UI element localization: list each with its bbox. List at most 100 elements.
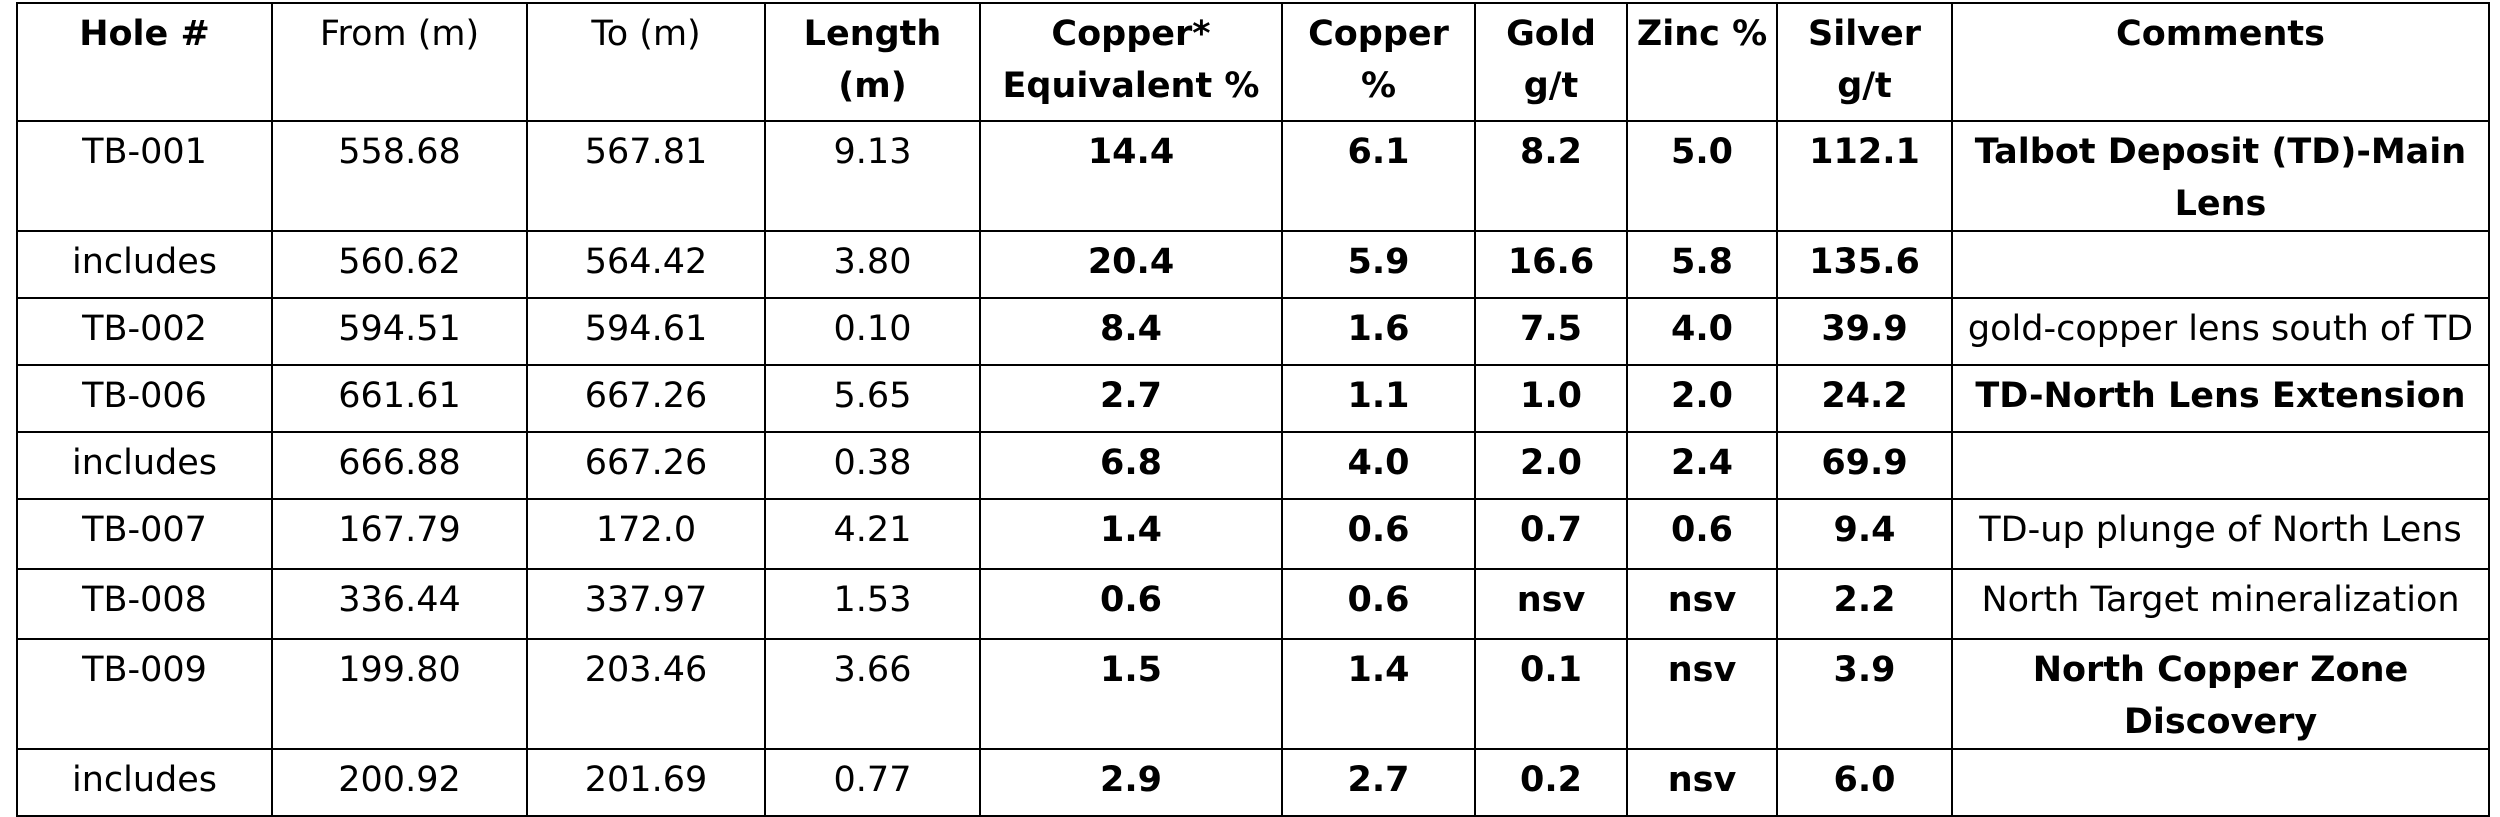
cell-to: 203.46 <box>526 638 766 750</box>
cell-copper: 1.4 <box>1281 638 1476 750</box>
cell-from: 199.80 <box>271 638 528 750</box>
cell-to: 567.81 <box>526 120 766 232</box>
table-row: TB-008 336.44 337.97 1.53 0.6 0.6 nsv ns… <box>16 568 2490 640</box>
cell-from: 666.88 <box>271 431 528 500</box>
cell-to: 201.69 <box>526 748 766 817</box>
cell-zinc: nsv <box>1626 638 1778 750</box>
cell-zinc: nsv <box>1626 748 1778 817</box>
cell-length: 4.21 <box>764 498 981 570</box>
cell-comment: North Target mineralization <box>1951 568 2490 640</box>
cell-from: 200.92 <box>271 748 528 817</box>
cell-silver: 112.1 <box>1776 120 1953 232</box>
header-copper-equivalent: Copper* Equivalent % <box>979 2 1283 122</box>
cell-zinc: 5.0 <box>1626 120 1778 232</box>
cell-zinc: 2.4 <box>1626 431 1778 500</box>
cell-length: 3.80 <box>764 230 981 299</box>
header-length: Length (m) <box>764 2 981 122</box>
cell-gold: 8.2 <box>1474 120 1628 232</box>
cell-length: 0.38 <box>764 431 981 500</box>
cell-zinc: 4.0 <box>1626 297 1778 366</box>
cell-copper-equivalent: 6.8 <box>979 431 1283 500</box>
cell-length: 5.65 <box>764 364 981 433</box>
cell-to: 564.42 <box>526 230 766 299</box>
cell-comment <box>1951 431 2490 500</box>
cell-zinc: 2.0 <box>1626 364 1778 433</box>
cell-silver: 39.9 <box>1776 297 1953 366</box>
cell-length: 3.66 <box>764 638 981 750</box>
cell-copper-equivalent: 2.9 <box>979 748 1283 817</box>
cell-hole: TB-007 <box>16 498 273 570</box>
header-hole: Hole # <box>16 2 273 122</box>
cell-from: 167.79 <box>271 498 528 570</box>
cell-hole: includes <box>16 748 273 817</box>
cell-copper: 0.6 <box>1281 568 1476 640</box>
cell-silver: 9.4 <box>1776 498 1953 570</box>
cell-hole: includes <box>16 230 273 299</box>
table-row: TB-006 661.61 667.26 5.65 2.7 1.1 1.0 2.… <box>16 364 2490 433</box>
cell-to: 594.61 <box>526 297 766 366</box>
cell-silver: 2.2 <box>1776 568 1953 640</box>
cell-hole: TB-009 <box>16 638 273 750</box>
cell-comment <box>1951 230 2490 299</box>
header-row: Hole # From (m) To (m) Length (m) Copper… <box>16 2 2490 122</box>
cell-hole: TB-001 <box>16 120 273 232</box>
cell-copper: 1.1 <box>1281 364 1476 433</box>
cell-copper-equivalent: 1.5 <box>979 638 1283 750</box>
cell-gold: 1.0 <box>1474 364 1628 433</box>
cell-copper-equivalent: 8.4 <box>979 297 1283 366</box>
header-gold: Gold g/t <box>1474 2 1628 122</box>
cell-copper: 0.6 <box>1281 498 1476 570</box>
cell-silver: 24.2 <box>1776 364 1953 433</box>
cell-silver: 135.6 <box>1776 230 1953 299</box>
cell-copper: 6.1 <box>1281 120 1476 232</box>
cell-silver: 3.9 <box>1776 638 1953 750</box>
table-row: TB-007 167.79 172.0 4.21 1.4 0.6 0.7 0.6… <box>16 498 2490 570</box>
table-row: includes 666.88 667.26 0.38 6.8 4.0 2.0 … <box>16 431 2490 500</box>
cell-to: 667.26 <box>526 364 766 433</box>
cell-copper: 2.7 <box>1281 748 1476 817</box>
cell-copper: 4.0 <box>1281 431 1476 500</box>
header-zinc: Zinc % <box>1626 2 1778 122</box>
cell-comment: TD-up plunge of North Lens <box>1951 498 2490 570</box>
cell-copper-equivalent: 20.4 <box>979 230 1283 299</box>
cell-gold: nsv <box>1474 568 1628 640</box>
cell-copper: 5.9 <box>1281 230 1476 299</box>
cell-gold: 0.7 <box>1474 498 1628 570</box>
cell-from: 661.61 <box>271 364 528 433</box>
table-row: TB-001 558.68 567.81 9.13 14.4 6.1 8.2 5… <box>16 120 2490 232</box>
cell-from: 594.51 <box>271 297 528 366</box>
cell-gold: 16.6 <box>1474 230 1628 299</box>
cell-length: 9.13 <box>764 120 981 232</box>
cell-zinc: 5.8 <box>1626 230 1778 299</box>
cell-copper-equivalent: 2.7 <box>979 364 1283 433</box>
cell-comment: gold-copper lens south of TD <box>1951 297 2490 366</box>
cell-to: 337.97 <box>526 568 766 640</box>
cell-silver: 69.9 <box>1776 431 1953 500</box>
cell-from: 558.68 <box>271 120 528 232</box>
cell-copper-equivalent: 1.4 <box>979 498 1283 570</box>
cell-from: 560.62 <box>271 230 528 299</box>
header-silver: Silver g/t <box>1776 2 1953 122</box>
cell-gold: 0.1 <box>1474 638 1628 750</box>
table-row: TB-009 199.80 203.46 3.66 1.5 1.4 0.1 ns… <box>16 638 2490 750</box>
cell-hole: TB-008 <box>16 568 273 640</box>
drill-results-table: Hole # From (m) To (m) Length (m) Copper… <box>16 2 2490 817</box>
cell-length: 1.53 <box>764 568 981 640</box>
cell-copper-equivalent: 0.6 <box>979 568 1283 640</box>
cell-hole: includes <box>16 431 273 500</box>
header-to: To (m) <box>526 2 766 122</box>
cell-comment: TD-North Lens Extension <box>1951 364 2490 433</box>
cell-gold: 0.2 <box>1474 748 1628 817</box>
cell-comment: Talbot Deposit (TD)-Main Lens <box>1951 120 2490 232</box>
header-from: From (m) <box>271 2 528 122</box>
cell-zinc: nsv <box>1626 568 1778 640</box>
table-row: TB-002 594.51 594.61 0.10 8.4 1.6 7.5 4.… <box>16 297 2490 366</box>
cell-hole: TB-002 <box>16 297 273 366</box>
table-row: includes 200.92 201.69 0.77 2.9 2.7 0.2 … <box>16 748 2490 817</box>
cell-comment: North Copper Zone Discovery <box>1951 638 2490 750</box>
cell-length: 0.77 <box>764 748 981 817</box>
header-copper: Copper % <box>1281 2 1476 122</box>
cell-silver: 6.0 <box>1776 748 1953 817</box>
cell-length: 0.10 <box>764 297 981 366</box>
cell-gold: 2.0 <box>1474 431 1628 500</box>
